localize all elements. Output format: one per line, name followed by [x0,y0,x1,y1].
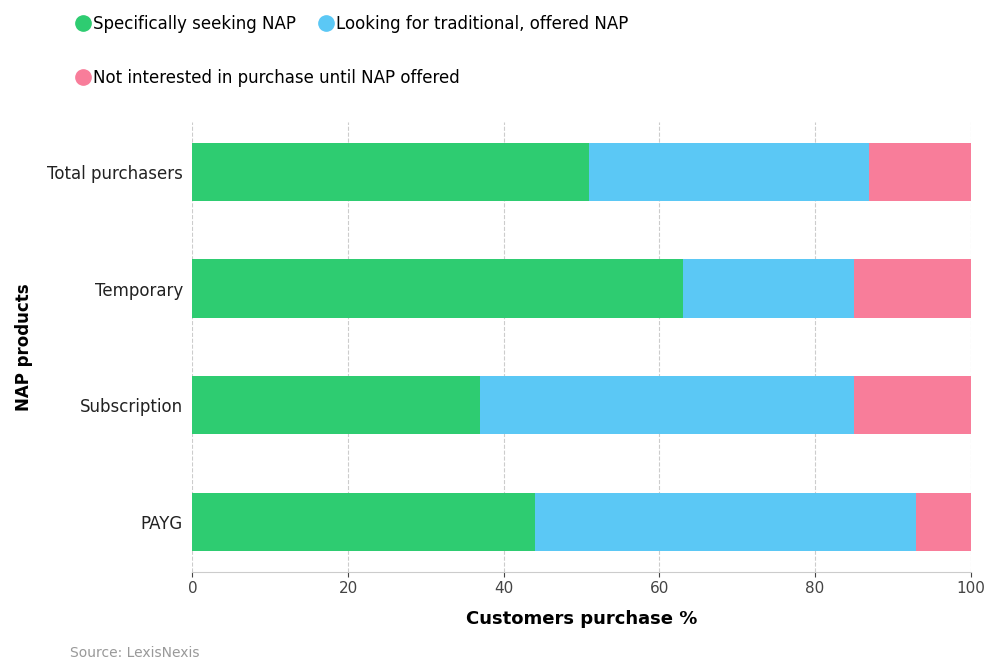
Legend: Not interested in purchase until NAP offered: Not interested in purchase until NAP off… [78,68,460,86]
Bar [192,493,535,551]
Legend: Specifically seeking NAP, Looking for traditional, offered NAP: Specifically seeking NAP, Looking for tr… [78,15,629,33]
Text: Source: LexisNexis: Source: LexisNexis [70,646,200,660]
Bar [535,493,916,551]
Bar [589,143,869,201]
Bar [192,376,480,434]
Y-axis label: NAP products: NAP products [15,283,33,411]
Bar [480,376,854,434]
Bar [683,259,854,318]
Bar [854,376,971,434]
Bar [854,259,971,318]
Bar [916,493,971,551]
Bar [869,143,971,201]
Bar [192,259,683,318]
X-axis label: Customers purchase %: Customers purchase % [466,610,697,628]
Bar [192,143,589,201]
